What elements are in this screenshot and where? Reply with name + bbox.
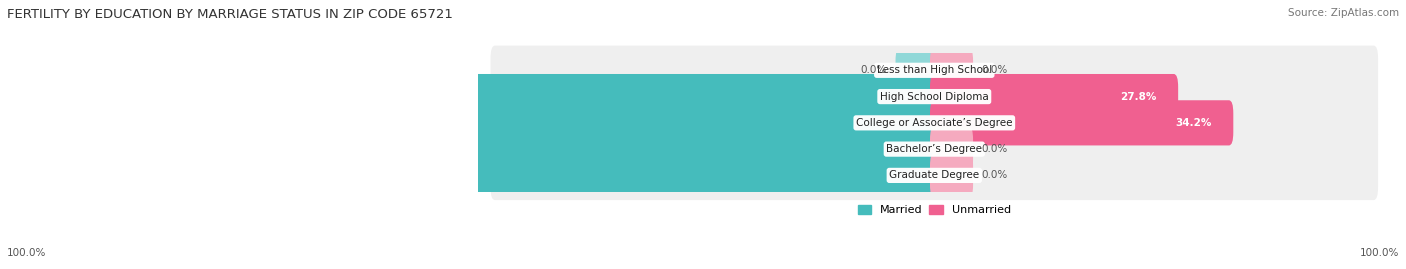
Text: 100.0%: 100.0% bbox=[1360, 248, 1399, 258]
FancyBboxPatch shape bbox=[929, 153, 973, 198]
Text: 0.0%: 0.0% bbox=[981, 65, 1008, 75]
Text: 100.0%: 100.0% bbox=[7, 248, 46, 258]
FancyBboxPatch shape bbox=[929, 74, 1178, 119]
FancyBboxPatch shape bbox=[491, 46, 1378, 95]
Text: High School Diploma: High School Diploma bbox=[880, 91, 988, 102]
Text: FERTILITY BY EDUCATION BY MARRIAGE STATUS IN ZIP CODE 65721: FERTILITY BY EDUCATION BY MARRIAGE STATU… bbox=[7, 8, 453, 21]
Text: 34.2%: 34.2% bbox=[1175, 118, 1212, 128]
Text: 100.0%: 100.0% bbox=[90, 170, 134, 180]
Text: 72.2%: 72.2% bbox=[329, 91, 366, 102]
FancyBboxPatch shape bbox=[929, 48, 973, 93]
Text: Source: ZipAtlas.com: Source: ZipAtlas.com bbox=[1288, 8, 1399, 18]
FancyBboxPatch shape bbox=[308, 74, 939, 119]
Text: 0.0%: 0.0% bbox=[981, 170, 1008, 180]
Text: 0.0%: 0.0% bbox=[860, 65, 887, 75]
FancyBboxPatch shape bbox=[69, 153, 939, 198]
FancyBboxPatch shape bbox=[491, 125, 1378, 174]
FancyBboxPatch shape bbox=[896, 48, 939, 93]
Legend: Married, Unmarried: Married, Unmarried bbox=[856, 202, 1012, 218]
Text: 100.0%: 100.0% bbox=[90, 144, 134, 154]
Text: 27.8%: 27.8% bbox=[1121, 91, 1157, 102]
FancyBboxPatch shape bbox=[929, 100, 1233, 146]
FancyBboxPatch shape bbox=[491, 72, 1378, 121]
Text: 0.0%: 0.0% bbox=[981, 144, 1008, 154]
Text: Less than High School: Less than High School bbox=[877, 65, 991, 75]
FancyBboxPatch shape bbox=[69, 126, 939, 172]
FancyBboxPatch shape bbox=[929, 126, 973, 172]
Text: College or Associate’s Degree: College or Associate’s Degree bbox=[856, 118, 1012, 128]
FancyBboxPatch shape bbox=[491, 98, 1378, 147]
Text: Bachelor’s Degree: Bachelor’s Degree bbox=[886, 144, 983, 154]
FancyBboxPatch shape bbox=[491, 151, 1378, 200]
FancyBboxPatch shape bbox=[363, 100, 939, 146]
Text: 65.9%: 65.9% bbox=[384, 118, 420, 128]
Text: Graduate Degree: Graduate Degree bbox=[889, 170, 980, 180]
